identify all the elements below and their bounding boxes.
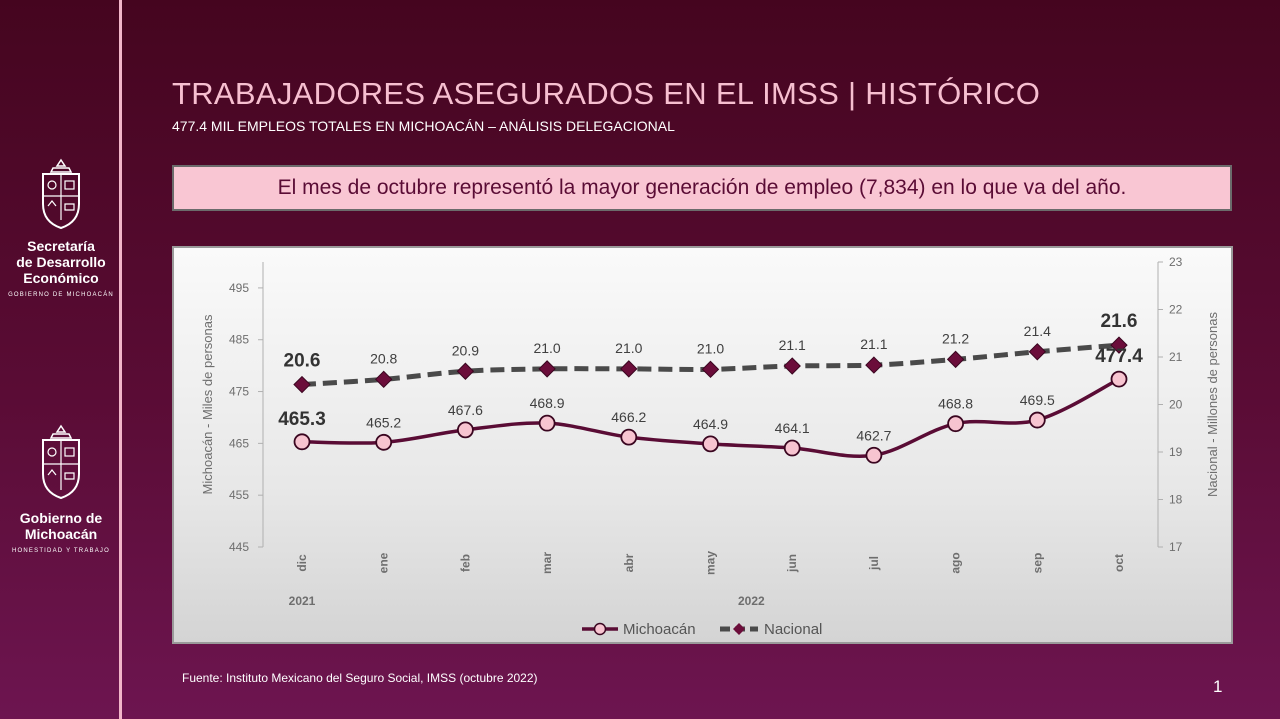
source-note: Fuente: Instituto Mexicano del Seguro So… bbox=[182, 671, 538, 685]
y-left-tick-label: 495 bbox=[229, 281, 249, 295]
data-label-nacional: 21.0 bbox=[697, 340, 724, 356]
data-label-nacional: 21.2 bbox=[942, 330, 969, 346]
data-point-michoacan bbox=[1028, 411, 1046, 429]
data-label-nacional: 21.0 bbox=[615, 340, 642, 356]
page-subtitle: 477.4 MIL EMPLEOS TOTALES EN MICHOACÁN –… bbox=[172, 118, 675, 134]
data-point-michoacan bbox=[620, 428, 638, 446]
data-label-michoacan: 467.6 bbox=[448, 402, 483, 418]
y-right-tick-label: 23 bbox=[1169, 255, 1183, 269]
data-label-michoacan: 468.9 bbox=[530, 395, 565, 411]
y-left-tick-label: 485 bbox=[229, 333, 249, 347]
data-point-michoacan bbox=[947, 415, 964, 433]
y-left-tick-label: 455 bbox=[229, 488, 249, 502]
y-right-tick-label: 18 bbox=[1169, 493, 1183, 507]
legend-label-nacional: Nacional bbox=[764, 621, 822, 638]
data-label-nacional: 21.1 bbox=[860, 336, 887, 352]
legend-label-michoacan: Michoacán bbox=[623, 621, 696, 638]
data-point-michoacan bbox=[456, 421, 474, 439]
data-point-michoacan bbox=[293, 433, 311, 451]
chart-panel: 445 455 465 475 485 495 17 18 19 20 21 22 23 Michoacá… bbox=[172, 246, 1233, 644]
y-axis-left-title: Michoacán - Miles de personas bbox=[200, 314, 215, 494]
x-tick-label: feb bbox=[458, 554, 472, 572]
data-point-michoacan bbox=[1110, 370, 1128, 388]
logo1-line2: de Desarrollo bbox=[16, 254, 106, 270]
data-point-nacional bbox=[701, 360, 720, 379]
y-left-tick-label: 465 bbox=[229, 436, 249, 450]
x-tick-label: may bbox=[704, 551, 718, 575]
page-title: TRABAJADORES ASEGURADOS EN EL IMSS | HIS… bbox=[172, 76, 1041, 111]
legend-marker-nacional bbox=[733, 623, 745, 635]
highlight-banner: El mes de octubre representó la mayor ge… bbox=[172, 165, 1232, 211]
data-label-nacional: 21.1 bbox=[779, 337, 806, 353]
y-right-tick-label: 22 bbox=[1169, 303, 1183, 317]
data-point-nacional bbox=[620, 360, 638, 378]
data-label-nacional: 20.8 bbox=[370, 350, 397, 366]
x-group-label: 2021 bbox=[289, 594, 316, 608]
x-tick-label: oct bbox=[1112, 554, 1126, 572]
y-right-tick-label: 20 bbox=[1169, 398, 1183, 412]
data-label-nacional: 21.4 bbox=[1024, 323, 1051, 339]
x-tick-label: mar bbox=[540, 552, 554, 574]
x-tick-label: abr bbox=[622, 553, 636, 572]
y-right-tick-label: 19 bbox=[1169, 445, 1183, 459]
y-left-tick-label: 475 bbox=[229, 385, 249, 399]
data-label-nacional: 21.6 bbox=[1101, 311, 1138, 332]
data-label-michoacan: 464.1 bbox=[775, 420, 810, 436]
data-point-michoacan bbox=[865, 446, 883, 464]
logo2-sub: HONESTIDAD Y TRABAJO bbox=[11, 548, 111, 554]
logo1-line3: Económico bbox=[23, 270, 99, 286]
x-tick-label: ene bbox=[377, 552, 391, 573]
gobierno-logo: Gobierno de Michoacán HONESTIDAD Y TRABA… bbox=[8, 424, 114, 554]
data-point-nacional bbox=[293, 375, 311, 394]
sidebar-divider bbox=[119, 0, 122, 719]
page-number: 1 bbox=[1213, 677, 1223, 696]
data-point-nacional bbox=[1110, 336, 1128, 354]
data-point-michoacan bbox=[538, 414, 556, 432]
line-chart: 44545546547548549517181920212223Michoacá… bbox=[200, 255, 1220, 638]
x-tick-label: jun bbox=[785, 554, 799, 573]
logo2-line1: Gobierno de bbox=[19, 510, 103, 526]
legend-marker-michoacan bbox=[593, 622, 607, 636]
data-label-michoacan: 466.2 bbox=[611, 409, 646, 425]
data-label-michoacan: 465.2 bbox=[366, 414, 401, 430]
data-label-michoacan: 469.5 bbox=[1020, 392, 1055, 408]
data-point-michoacan bbox=[783, 439, 801, 457]
data-label-michoacan: 477.4 bbox=[1095, 346, 1143, 367]
data-point-nacional bbox=[1028, 343, 1047, 361]
x-tick-label: ago bbox=[949, 552, 963, 573]
data-label-nacional: 20.6 bbox=[284, 351, 321, 372]
data-label-michoacan: 468.8 bbox=[938, 396, 973, 412]
data-point-nacional bbox=[946, 350, 965, 369]
y-right-tick-label: 17 bbox=[1169, 540, 1183, 554]
data-label-michoacan: 465.3 bbox=[278, 409, 326, 430]
data-point-nacional bbox=[538, 360, 556, 378]
logo2-line2: Michoacán bbox=[24, 526, 98, 542]
data-point-michoacan bbox=[375, 433, 393, 451]
data-point-nacional bbox=[374, 370, 393, 389]
data-point-nacional bbox=[783, 357, 801, 375]
x-tick-label: jul bbox=[867, 556, 881, 571]
secretaria-logo: Secretaría de Desarrollo Económico GOBIE… bbox=[8, 158, 114, 298]
data-label-nacional: 21.0 bbox=[533, 340, 560, 356]
logo1-sub: GOBIERNO DE MICHOACÁN bbox=[8, 292, 114, 298]
data-point-nacional bbox=[456, 362, 475, 380]
x-tick-label: sep bbox=[1030, 553, 1044, 574]
y-axis-right-title: Nacional - Millones de personas bbox=[1205, 312, 1220, 497]
logo1-line1: Secretaría bbox=[27, 238, 95, 254]
data-label-michoacan: 462.7 bbox=[856, 427, 891, 443]
y-left-tick-label: 445 bbox=[229, 540, 249, 554]
data-point-michoacan bbox=[702, 435, 719, 453]
coat-of-arms-icon bbox=[42, 158, 80, 230]
data-label-michoacan: 464.9 bbox=[693, 416, 728, 432]
data-point-nacional bbox=[865, 356, 883, 374]
x-tick-label: dic bbox=[295, 554, 309, 572]
data-label-nacional: 20.9 bbox=[452, 342, 479, 358]
y-right-tick-label: 21 bbox=[1169, 350, 1183, 364]
x-group-label: 2022 bbox=[738, 594, 765, 608]
coat-of-arms-icon bbox=[42, 424, 80, 500]
